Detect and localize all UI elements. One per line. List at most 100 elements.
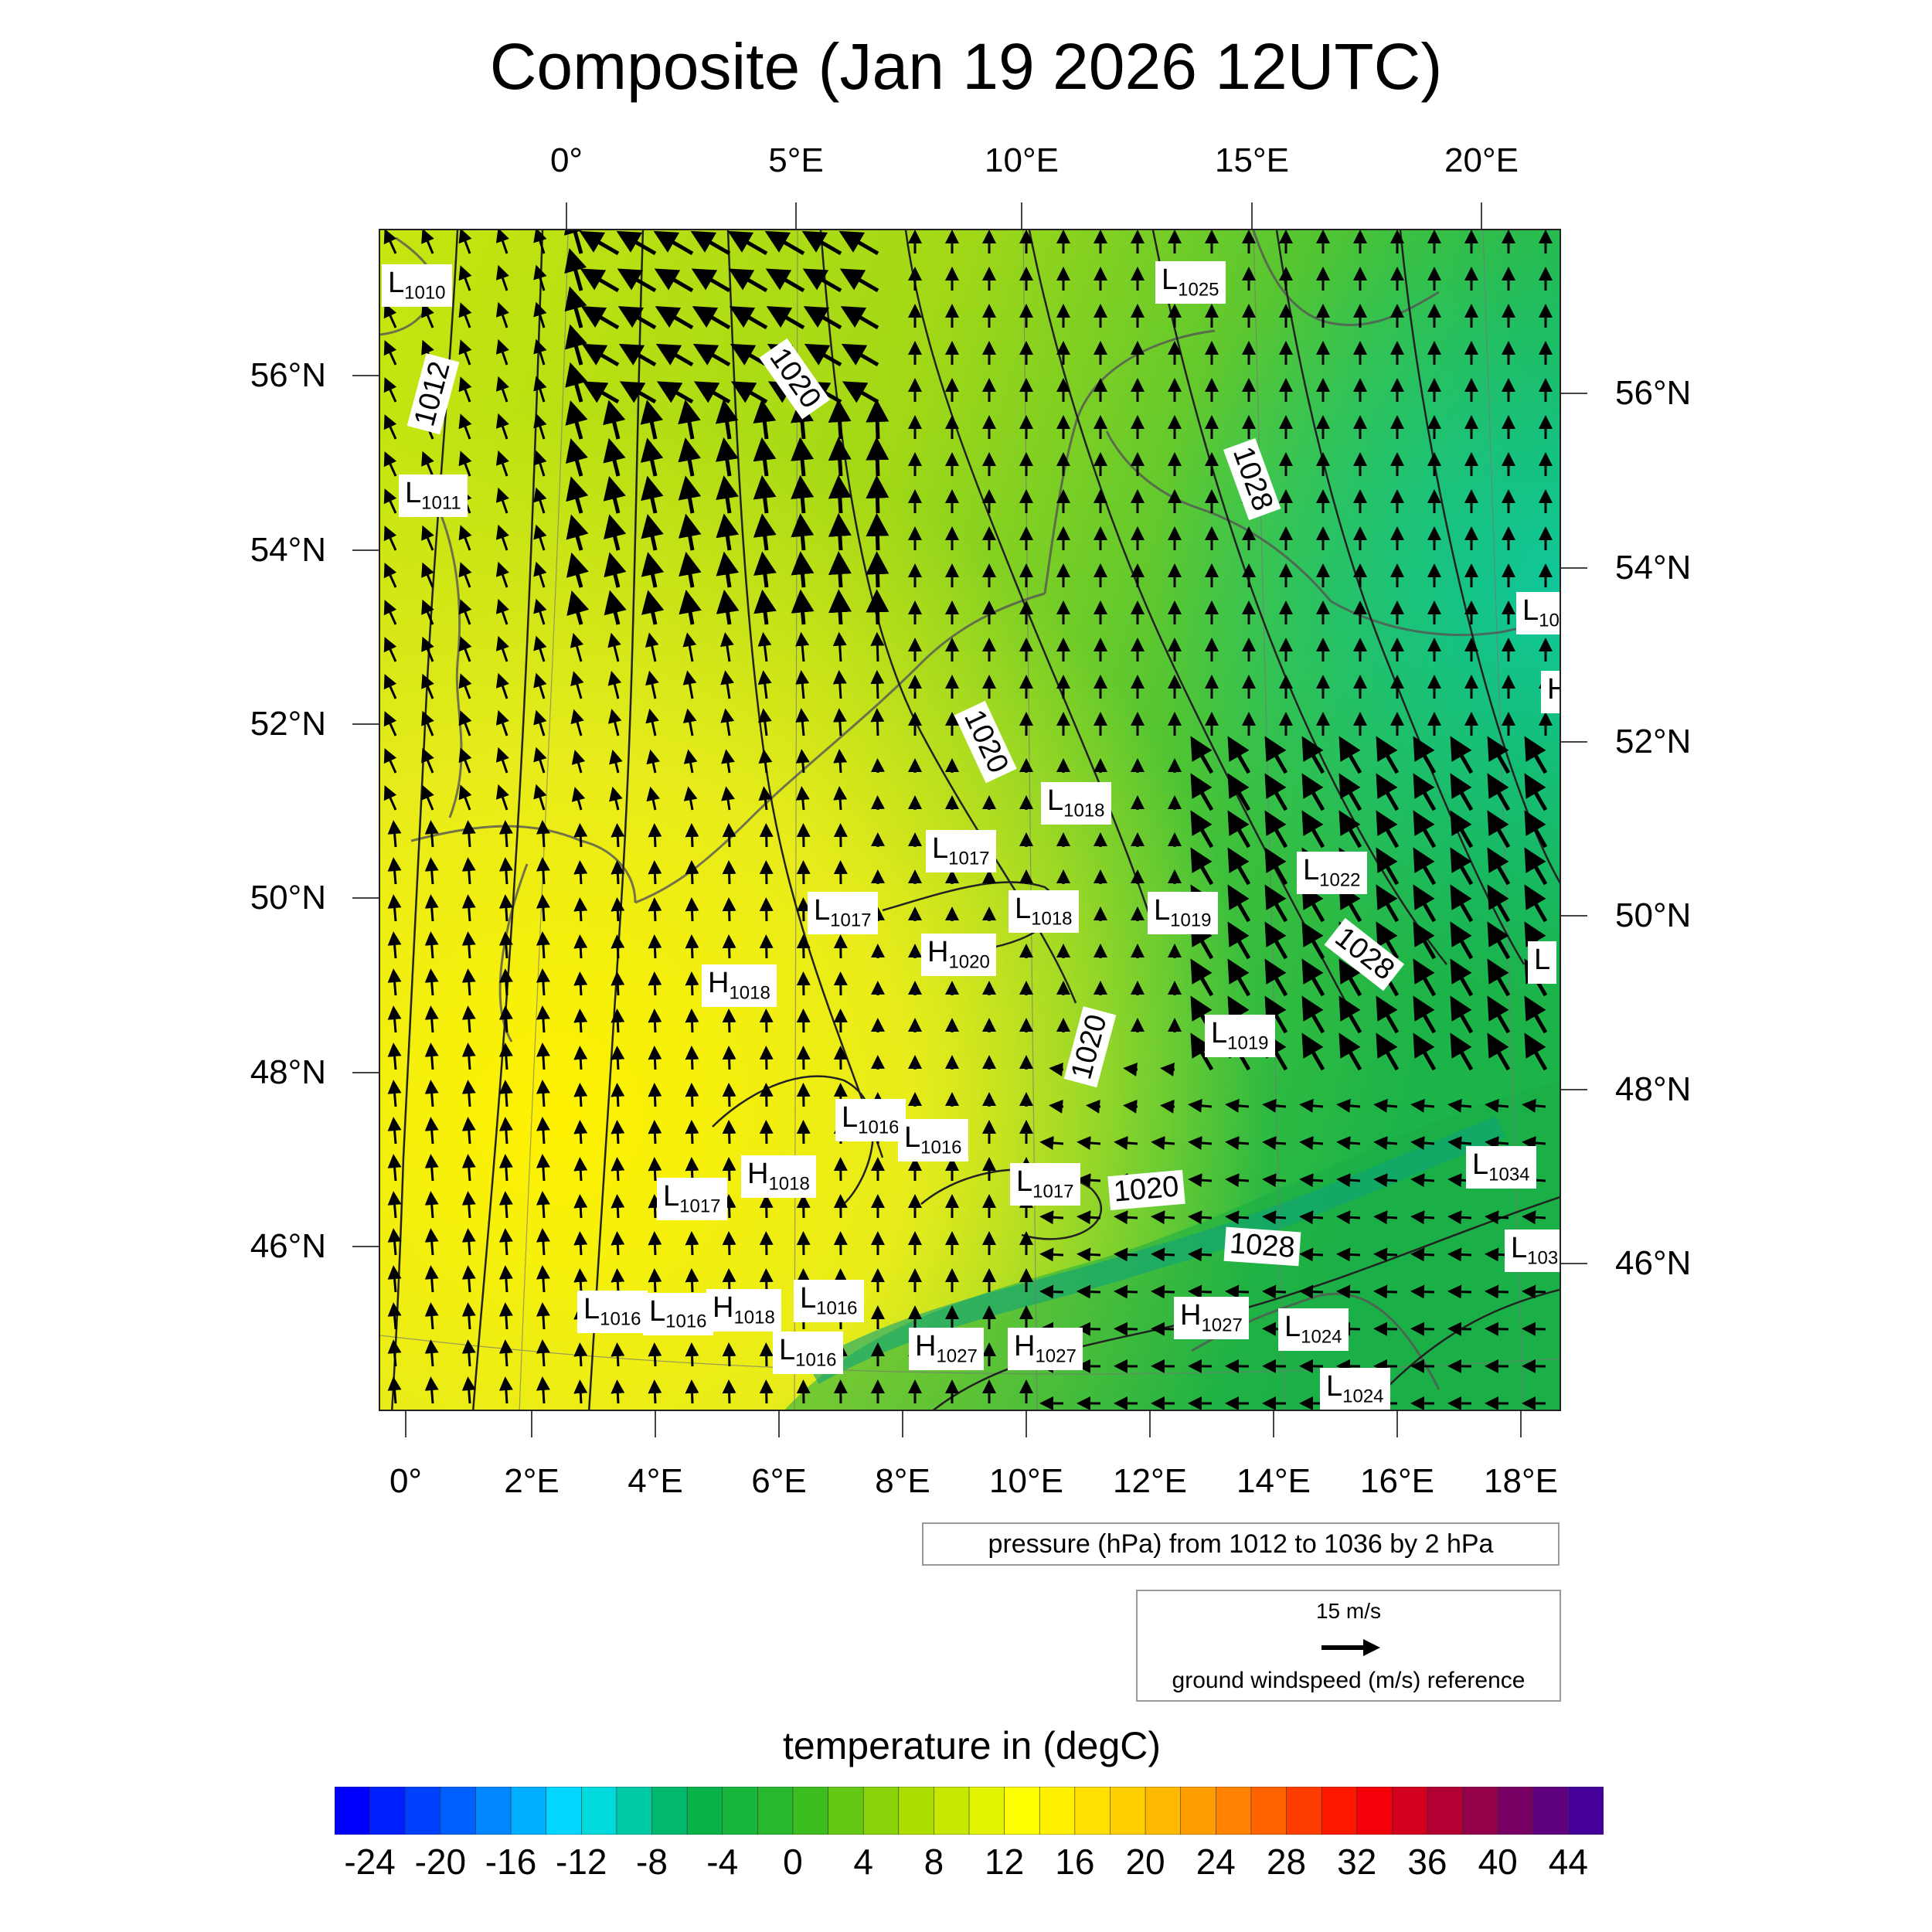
colorbar-cell	[1039, 1787, 1076, 1835]
wind-vector	[533, 709, 547, 736]
wind-vector	[1264, 884, 1288, 923]
wind-vector	[722, 1120, 736, 1145]
wind-vector	[866, 512, 889, 551]
wind-vector	[722, 1379, 736, 1404]
wind-vector	[1524, 884, 1548, 923]
wind-vector	[1338, 995, 1362, 1034]
wind-vector	[1338, 1032, 1362, 1071]
wind-vector	[1410, 1247, 1435, 1262]
wind-vector	[803, 306, 842, 330]
wind-vector	[565, 362, 588, 403]
wind-vector	[1086, 1099, 1101, 1114]
wind-vector	[1485, 1321, 1509, 1336]
wind-vector	[1077, 1247, 1101, 1262]
wind-vector	[1264, 958, 1288, 997]
wind-vector	[654, 268, 694, 293]
wind-vector	[866, 437, 889, 477]
wind-vector	[421, 784, 434, 811]
left-lat-label: 56°N	[250, 356, 326, 394]
wind-vector	[387, 1005, 402, 1033]
left-lat-label: 46°N	[250, 1227, 326, 1265]
pressure-center-label: L103	[1505, 1230, 1560, 1272]
wind-vector	[1190, 773, 1214, 811]
wind-vector	[840, 306, 879, 330]
wind-vector	[832, 631, 847, 662]
wind-vector	[579, 230, 620, 256]
wind-vector	[564, 324, 587, 366]
colorbar-tick-label: 40	[1478, 1842, 1518, 1882]
wind-vector	[533, 230, 547, 254]
colorbar-tick-label: 0	[783, 1842, 803, 1882]
wind-vector	[461, 1005, 476, 1033]
wind-vector	[573, 860, 588, 885]
wind-vector	[461, 894, 476, 922]
wind-vector	[564, 248, 587, 291]
left-lat-label: 52°N	[250, 705, 326, 743]
wind-vector	[461, 1117, 476, 1145]
wind-vector	[383, 637, 397, 662]
wind-vector	[682, 670, 697, 699]
wind-vector	[1049, 1099, 1064, 1114]
wind-vector	[1301, 884, 1325, 923]
wind-vector	[565, 400, 588, 440]
wind-vector	[1301, 736, 1325, 774]
wind-vector	[611, 1194, 625, 1219]
colorbar-cell	[862, 1787, 900, 1835]
wind-vector	[1376, 1032, 1400, 1071]
wind-vector	[536, 1117, 550, 1145]
pressure-center-label: L1034	[1466, 1146, 1536, 1189]
wind-vector	[536, 894, 550, 922]
wind-reference-speed: 15 m/s	[1315, 1599, 1382, 1623]
wind-vector	[383, 748, 397, 774]
colorbar-cell	[934, 1787, 970, 1835]
wind-vector	[716, 437, 739, 477]
wind-vector	[1487, 995, 1511, 1034]
wind-vector	[692, 343, 731, 367]
wind-vector	[495, 376, 509, 403]
wind-vector	[498, 1117, 513, 1145]
colorbar-tick-label: -24	[344, 1842, 396, 1882]
wind-vector	[461, 1154, 476, 1182]
pressure-center-label: L102	[1516, 592, 1560, 634]
wind-vector	[757, 670, 772, 699]
bottom-lon-label: 4°E	[628, 1462, 683, 1500]
wind-vector	[1410, 1210, 1435, 1225]
wind-vector	[1151, 1210, 1175, 1225]
wind-vector	[495, 524, 509, 551]
wind-vector	[679, 590, 702, 625]
wind-vector	[1485, 1136, 1509, 1150]
wind-vector	[461, 1265, 476, 1293]
wind-vector	[383, 526, 397, 551]
wind-vector	[573, 1379, 588, 1404]
colorbar-cell	[440, 1787, 477, 1835]
colorbar-tick-label: 44	[1548, 1842, 1588, 1882]
wind-vector	[1373, 1284, 1398, 1299]
wind-vector	[645, 708, 660, 736]
colorbar-tick-label: 36	[1407, 1842, 1447, 1882]
wind-vector	[1227, 847, 1251, 886]
right-lat-label: 56°N	[1615, 374, 1692, 412]
colorbar-tick-label: 8	[923, 1842, 944, 1882]
pressure-center-label: H1027	[909, 1328, 984, 1370]
wind-vector	[1410, 1173, 1435, 1188]
wind-vector	[533, 487, 547, 514]
wind-vector	[692, 306, 731, 330]
wind-vector	[1264, 810, 1288, 849]
map-panel[interactable]: L1010 L1025 L1011 L1018 L1017 L1022 L101…	[379, 229, 1561, 1411]
wind-vector	[566, 476, 589, 514]
right-lat-label: 46°N	[1615, 1244, 1692, 1282]
wind-vector	[458, 451, 472, 477]
wind-vector	[722, 934, 736, 959]
bottom-lon-label: 14°E	[1236, 1462, 1311, 1500]
wind-vector	[607, 632, 621, 662]
colorbar-cell	[1074, 1787, 1111, 1835]
wind-vector	[828, 512, 852, 551]
wind-vector	[1413, 847, 1437, 886]
wind-vector	[1373, 1136, 1398, 1150]
wind-vector	[498, 1339, 513, 1367]
wind-vector	[1447, 1136, 1472, 1150]
wind-vector	[764, 230, 805, 256]
bottom-lon-label: 16°E	[1360, 1462, 1434, 1500]
wind-vector	[580, 306, 620, 330]
wind-vector	[573, 1157, 588, 1182]
